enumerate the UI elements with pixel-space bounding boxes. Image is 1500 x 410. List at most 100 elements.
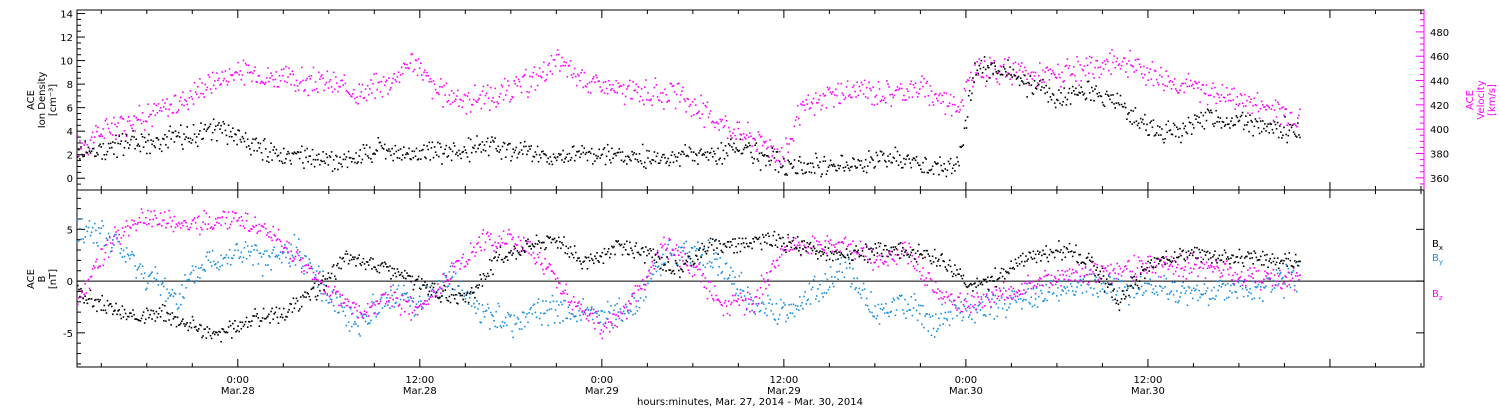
density-point (202, 137, 204, 140)
velocity-point (367, 93, 370, 96)
density-point (991, 62, 993, 65)
bx-point (193, 326, 196, 329)
density-point (278, 160, 281, 162)
bz-point (182, 224, 184, 227)
bx-point (86, 302, 89, 305)
by-point (155, 278, 158, 281)
density-point (112, 141, 114, 143)
by-point (365, 315, 368, 317)
bx-point (208, 328, 211, 330)
density-point (341, 165, 343, 168)
bz-point (796, 244, 799, 247)
velocity-point (1286, 124, 1288, 127)
density-point (880, 151, 883, 153)
density-point (570, 156, 573, 159)
bx-point (343, 260, 346, 263)
bz-point (154, 214, 157, 217)
velocity-point (650, 98, 652, 101)
bz-point (152, 218, 154, 221)
bz-point (112, 242, 114, 245)
by-point (903, 312, 905, 315)
density-point (892, 156, 895, 159)
density-point (300, 151, 302, 153)
velocity-point (219, 84, 221, 86)
bx-point (283, 307, 285, 310)
density-point (832, 165, 834, 167)
by-point (273, 246, 275, 249)
density-point (816, 156, 818, 159)
density-point (1299, 136, 1301, 139)
bx-point (271, 307, 273, 310)
by-point (1069, 283, 1072, 285)
by-point (1038, 295, 1040, 298)
velocity-point (954, 103, 956, 106)
bz-point (1282, 283, 1284, 285)
bz-point (927, 272, 930, 274)
bx-point (172, 318, 175, 320)
by-point (448, 271, 451, 273)
bx-point (323, 289, 325, 291)
density-point (529, 148, 531, 150)
density-point (354, 161, 356, 164)
bz-point (275, 239, 278, 242)
by-point (798, 309, 800, 311)
density-point (236, 143, 238, 146)
by-point (1161, 290, 1163, 292)
by-point (965, 310, 968, 312)
by-point (895, 309, 898, 311)
bz-point (1240, 271, 1243, 273)
velocity-point (139, 119, 142, 121)
density-point (1111, 101, 1113, 104)
bz-point (636, 285, 639, 287)
bx-point (224, 331, 227, 334)
density-point (280, 160, 283, 163)
velocity-point (1009, 78, 1011, 80)
velocity-point (1139, 66, 1142, 68)
velocity-point (727, 126, 730, 129)
bz-point (1161, 264, 1163, 266)
by-point (216, 267, 218, 269)
by-point (261, 275, 264, 277)
density-point (108, 147, 111, 149)
density-point (1170, 133, 1173, 136)
bz-point (1287, 271, 1290, 274)
bz-point (1016, 295, 1019, 298)
velocity-point (212, 84, 215, 87)
density-point (382, 148, 385, 150)
density-point (701, 154, 703, 156)
bz-point (1197, 275, 1199, 278)
density-point (779, 166, 782, 169)
velocity-point (685, 111, 687, 113)
velocity-point (1119, 67, 1122, 70)
bz-point (524, 250, 526, 252)
bz-point (1086, 283, 1089, 286)
by-point (150, 272, 152, 275)
by-point (187, 279, 189, 281)
bx-point (198, 328, 200, 330)
bz-point (499, 244, 502, 247)
bx-point (202, 335, 204, 337)
bz-point (733, 299, 735, 302)
bz-point (937, 288, 939, 290)
bz-point (512, 236, 514, 239)
bz-point (149, 218, 151, 221)
bz-point (730, 303, 732, 306)
bz-point (382, 293, 385, 295)
bz-point (998, 287, 1001, 290)
bz-point (98, 265, 100, 268)
by-point (168, 292, 170, 294)
by-point (498, 305, 501, 308)
by-point (1152, 288, 1155, 290)
velocity-point (1288, 124, 1291, 126)
bz-point (1260, 280, 1263, 283)
bz-point (873, 261, 875, 264)
bz-point (1043, 275, 1045, 278)
bz-point (281, 251, 284, 253)
density-point (1269, 122, 1271, 125)
bx-point (164, 305, 166, 307)
bz-point (102, 264, 105, 267)
by-point (276, 256, 279, 258)
bz-point (999, 290, 1002, 292)
velocity-point (495, 106, 497, 108)
bz-point (116, 237, 118, 240)
